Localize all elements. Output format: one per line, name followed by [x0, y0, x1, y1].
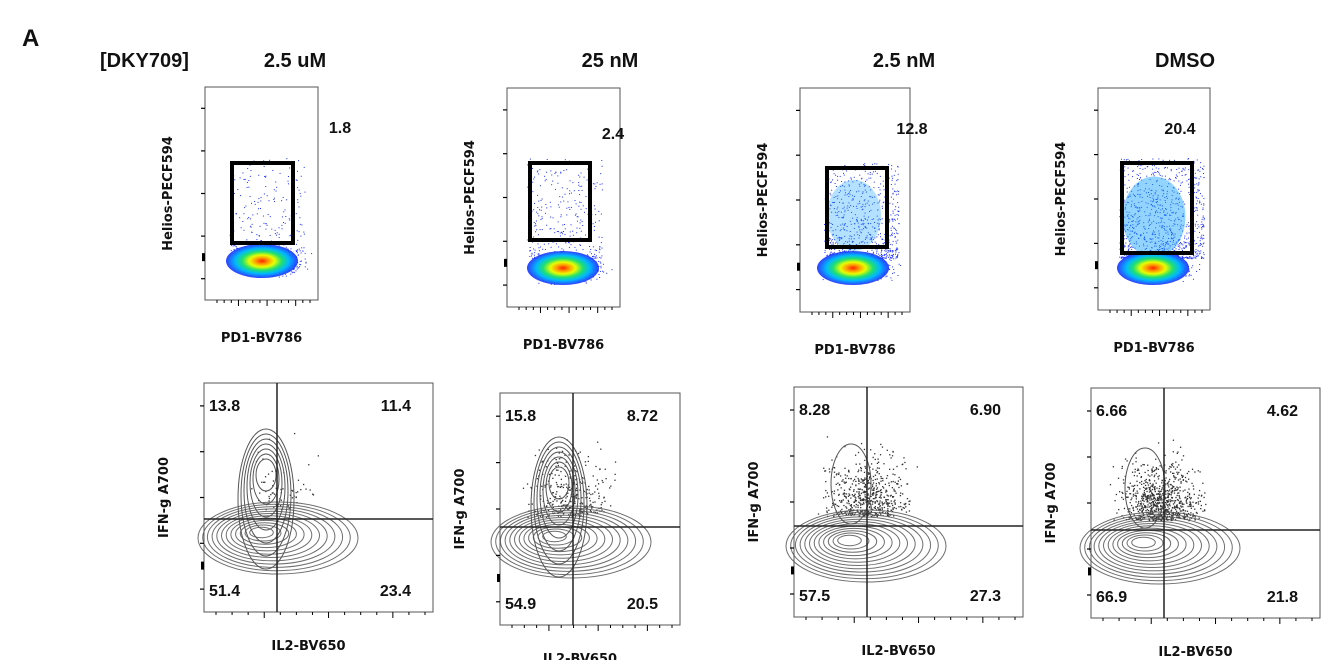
y-axis-label: Helios-PECF594: [756, 143, 771, 258]
plot-frame: [203, 382, 434, 613]
quadrant-upper-right: 11.4: [381, 398, 411, 415]
pseudocolor-plot: 20.4 PD1-BV786 Helios-PECF594: [1054, 87, 1211, 356]
density-heatmap: [1117, 251, 1189, 285]
density-heatmap: [527, 251, 599, 285]
pseudocolor-plot: 12.8 PD1-BV786 Helios-PECF594: [756, 87, 928, 358]
y-axis-label: Helios-PECF594: [1054, 142, 1069, 257]
quadrant-lower-right: 23.4: [380, 583, 411, 600]
contour-lines: [1079, 447, 1241, 585]
y-tick-cluster: [1088, 567, 1091, 576]
x-axis-label: IL2-BV650: [271, 639, 345, 654]
gate-rectangle[interactable]: [825, 166, 889, 249]
gate-rectangle[interactable]: [230, 161, 295, 245]
condition-title: 2.5 nM: [873, 50, 935, 72]
gate-percentage: 20.4: [1164, 121, 1195, 138]
y-tick-cluster: [1095, 261, 1098, 270]
y-tick-cluster: [202, 253, 205, 262]
quadrant-upper-right: 4.62: [1267, 403, 1298, 420]
plot-frame: [1090, 387, 1321, 619]
y-axis-label: IFN-g A700: [157, 457, 172, 538]
gate-rectangle[interactable]: [1120, 161, 1194, 255]
contour-plot: 8.28 6.90 57.5 27.3 IL2-BV650 IFN-g A700: [747, 386, 1024, 659]
quadrant-lower-right: 20.5: [627, 596, 658, 613]
pseudocolor-plot: 1.8 PD1-BV786 Helios-PECF594: [161, 86, 351, 346]
y-tick-cluster: [504, 258, 507, 267]
contour-lines: [490, 436, 652, 579]
gate-rectangle[interactable]: [528, 161, 592, 242]
quadrant-lower-left: 66.9: [1096, 589, 1127, 606]
compound-label: [DKY709]: [100, 50, 189, 72]
density-region: [827, 179, 881, 251]
condition-title: 25 nM: [582, 50, 639, 72]
quadrant-lower-left: 57.5: [799, 588, 830, 605]
gate-percentage: 1.8: [329, 120, 351, 137]
quadrant-lower-right: 21.8: [1267, 589, 1298, 606]
quadrant-lower-left: 54.9: [505, 596, 536, 613]
quadrant-upper-right: 8.72: [627, 408, 658, 425]
x-axis-label: IL2-BV650: [861, 644, 935, 659]
y-tick-cluster: [791, 566, 794, 575]
y-axis-label: IFN-g A700: [453, 468, 468, 549]
density-region: [1122, 176, 1186, 258]
gate-percentage: 2.4: [602, 126, 624, 143]
y-axis-label: Helios-PECF594: [463, 140, 478, 255]
y-axis-label: Helios-PECF594: [161, 136, 176, 251]
quadrant-upper-left: 13.8: [209, 398, 240, 415]
condition-title: 2.5 uM: [264, 50, 326, 72]
contour-lines: [197, 428, 359, 575]
gate-percentage: 12.8: [896, 121, 927, 138]
density-heatmap: [226, 244, 298, 278]
contour-lines: [785, 443, 947, 583]
x-axis-label: PD1-BV786: [221, 331, 302, 346]
condition-title: DMSO: [1155, 50, 1215, 72]
y-tick-cluster: [797, 262, 800, 271]
x-axis-label: PD1-BV786: [814, 343, 895, 358]
quadrant-lower-left: 51.4: [209, 583, 240, 600]
contour-plot: 15.8 8.72 54.9 20.5 IL2-BV650 IFN-g A700: [453, 392, 681, 660]
quadrant-lower-right: 27.3: [970, 588, 1001, 605]
panel-label: A: [22, 25, 39, 52]
x-axis-label: PD1-BV786: [1113, 341, 1194, 356]
quadrant-upper-left: 6.66: [1096, 403, 1127, 420]
y-axis-label: IFN-g A700: [747, 461, 762, 542]
x-axis-label: IL2-BV650: [1158, 645, 1232, 660]
y-tick-cluster: [201, 561, 204, 570]
contour-plot: 13.8 11.4 51.4 23.4 IL2-BV650 IFN-g A700: [157, 382, 434, 654]
y-tick-cluster: [497, 573, 500, 582]
contour-plot: 6.66 4.62 66.9 21.8 IL2-BV650 IFN-g A700: [1044, 387, 1321, 660]
x-axis-label: IL2-BV650: [543, 652, 617, 660]
pseudocolor-plot: 2.4 PD1-BV786 Helios-PECF594: [463, 87, 624, 353]
density-heatmap: [817, 251, 889, 285]
x-axis-label: PD1-BV786: [523, 338, 604, 353]
quadrant-upper-right: 6.90: [970, 402, 1001, 419]
plot-frame: [499, 392, 681, 626]
quadrant-upper-left: 15.8: [505, 408, 536, 425]
quadrant-upper-left: 8.28: [799, 402, 830, 419]
y-axis-label: IFN-g A700: [1044, 462, 1059, 543]
